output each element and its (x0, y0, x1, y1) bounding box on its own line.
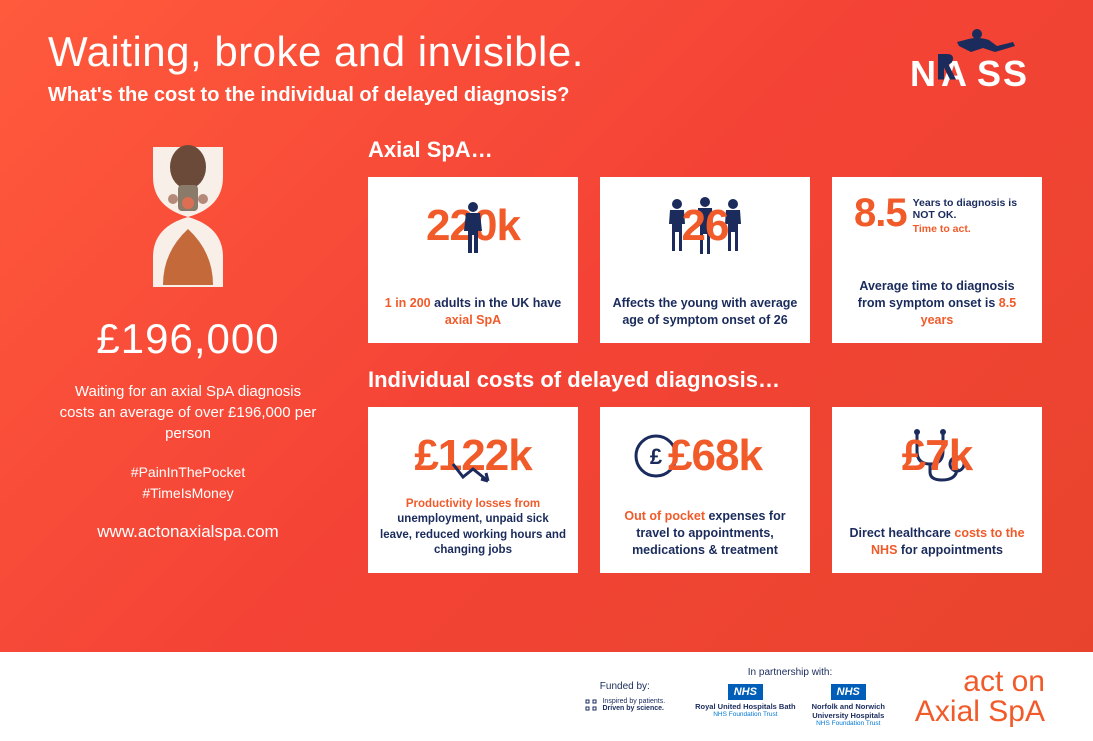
section1-cards: 220k 1 in 200 adults in the UK have axia… (368, 177, 1045, 343)
card-text-prevalence: 1 in 200 adults in the UK have axial SpA (380, 295, 566, 329)
subtitle: What's the cost to the individual of del… (48, 84, 1045, 107)
card-productivity: £122k Productivity losses from unemploym… (368, 407, 578, 573)
section2-cards: £122k Productivity losses from unemploym… (368, 407, 1045, 573)
card-text-oop: Out of pocket expenses for travel to app… (612, 508, 798, 559)
act-on-logo: act on Axial SpA (915, 667, 1045, 727)
years-sub2: Time to act. (913, 223, 1030, 236)
section1-heading: Axial SpA… (368, 137, 1045, 163)
hourglass-graphic (123, 137, 253, 297)
main-title: Waiting, broke and invisible. (48, 28, 1045, 76)
svg-text:£: £ (650, 444, 663, 469)
hashtags: #PainInThePocket #TimeIsMoney (48, 462, 328, 504)
card-graphic-years: 8.5 Years to diagnosis is NOT OK. Time t… (844, 191, 1030, 261)
card-text-age: Affects the young with average age of sy… (612, 295, 798, 329)
total-cost-desc: Waiting for an axial SpA diagnosis costs… (48, 381, 328, 444)
infographic-main: N A SS Waiting, broke and invisible. Wha… (0, 0, 1093, 652)
left-column: £196,000 Waiting for an axial SpA diagno… (48, 137, 328, 597)
right-column: Axial SpA… 220k 1 in 200 adults in the U… (368, 137, 1045, 597)
ucb-icon (584, 698, 598, 712)
total-cost-amount: £196,000 (48, 315, 328, 363)
svg-text:N: N (910, 53, 938, 94)
card-prevalence: 220k 1 in 200 adults in the UK have axia… (368, 177, 578, 343)
card-graphic-122k: £122k (380, 421, 566, 491)
card-age: 26 Affects the young with average age of… (600, 177, 810, 343)
funded-by: Funded by: Inspired by patients. Driven … (584, 681, 665, 712)
years-sub1: Years to diagnosis is NOT OK. (913, 197, 1030, 221)
card-text-diagnosis: Average time to diagnosis from symptom o… (844, 278, 1030, 329)
section2-heading: Individual costs of delayed diagnosis… (368, 367, 1045, 393)
svg-text:SS: SS (977, 53, 1029, 94)
hashtag-1: #PainInThePocket (48, 462, 328, 483)
website-url: www.actonaxialspa.com (48, 522, 328, 542)
card-out-of-pocket: £ £68k Out of pocket expenses for travel… (600, 407, 810, 573)
person-icon (461, 201, 485, 256)
card-graphic-7k: £7k (844, 421, 1030, 491)
card-diagnosis-time: 8.5 Years to diagnosis is NOT OK. Time t… (832, 177, 1042, 343)
hashtag-2: #TimeIsMoney (48, 483, 328, 504)
partners: In partnership with: NHS Royal United Ho… (695, 667, 885, 727)
card-text-productivity: Productivity losses from unemployment, u… (380, 497, 566, 559)
card-text-nhs: Direct healthcare costs to the NHS for a… (844, 525, 1030, 559)
footer: Funded by: Inspired by patients. Driven … (0, 652, 1093, 741)
content-area: £196,000 Waiting for an axial SpA diagno… (48, 137, 1045, 597)
nass-logo: N A SS (905, 28, 1045, 98)
card-graphic-68k: £ £68k (612, 421, 798, 491)
card-graphic-220k: 220k (380, 191, 566, 261)
decline-arrow-icon (448, 459, 498, 489)
partner-nnuh: NHS Norfolk and Norwich University Hospi… (812, 684, 885, 727)
card-nhs-costs: £7k Direct healthcare costs to the NHS f… (832, 407, 1042, 573)
card-graphic-26: 26 (612, 191, 798, 261)
partner-ruh: NHS Royal United Hospitals Bath NHS Foun… (695, 684, 795, 727)
